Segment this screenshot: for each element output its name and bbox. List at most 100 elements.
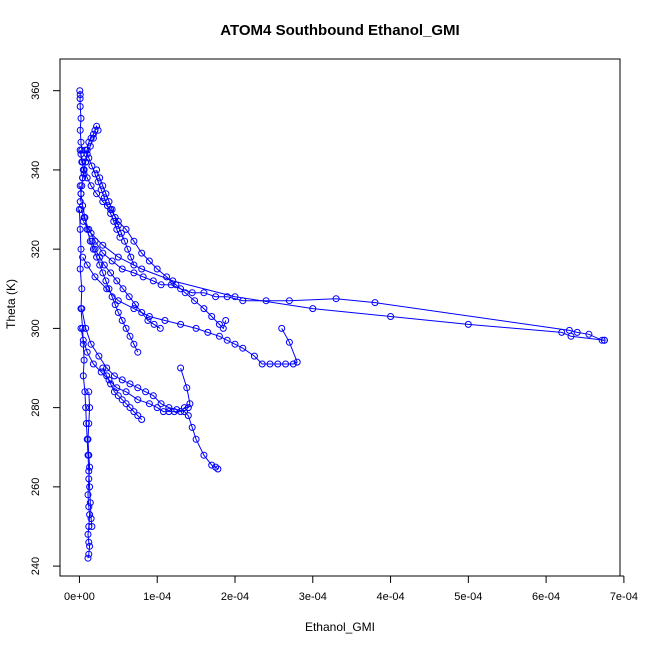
data-point [130,261,138,269]
data-point [88,237,96,245]
data-point [172,281,180,289]
data-point [125,293,133,301]
data-point [86,511,94,519]
data-point [85,538,93,546]
data-point [165,404,173,412]
series-line [79,90,99,202]
data-point [153,404,161,412]
data-point [108,257,116,265]
data-point [121,237,129,245]
data-point [156,324,164,332]
data-point [77,114,85,122]
data-point [95,352,103,360]
data-point [122,400,130,408]
data-point [180,404,188,412]
data-point [86,142,94,150]
data-point [309,305,317,313]
data-point [81,388,89,396]
data-point [107,269,115,277]
data-point [76,182,84,190]
data-point [332,295,340,303]
data-point [110,388,118,396]
data-point [79,372,87,380]
data-point [600,336,608,344]
data-point [87,340,95,348]
data-point [99,364,107,372]
data-point [126,404,134,412]
data-point [85,503,93,511]
y-tick-label: 320 [30,240,42,258]
data-point [84,530,92,538]
data-point [214,465,222,473]
series-8 [76,182,142,356]
data-point [183,384,191,392]
data-point [157,400,165,408]
series-line [80,209,605,341]
series-line [82,256,298,365]
data-point [91,273,99,281]
data-point [85,138,93,146]
data-point [188,289,196,297]
data-point [134,384,142,392]
data-point [77,305,85,313]
data-point [85,420,93,427]
x-tick-label: 5e-04 [454,591,482,603]
data-point [91,245,99,253]
data-point [157,281,165,289]
data-point [177,364,185,372]
x-tick-label: 4e-04 [376,591,404,603]
data-point [585,330,593,338]
data-point [86,463,94,471]
data-point [139,273,147,281]
data-point [127,253,135,261]
data-point [114,253,122,261]
data-point [83,150,91,158]
data-point [282,360,290,368]
data-point [77,138,85,146]
data-point [79,253,87,261]
data-point [130,269,138,277]
data-point [239,344,247,352]
data-point [93,190,101,198]
data-point [113,225,121,233]
data-point [184,412,192,420]
data-point [76,91,84,99]
y-tick-label: 340 [30,161,42,179]
data-point [100,261,108,269]
data-point [138,265,146,273]
data-point [149,392,157,400]
data-point [94,126,102,134]
data-point [110,372,118,380]
data-point [102,277,110,285]
data-point [100,194,108,202]
data-point [122,225,130,233]
data-point [126,380,134,388]
data-point [99,269,107,277]
data-point [89,360,97,368]
data-point [80,356,88,364]
data-point [87,134,95,142]
data-point [113,277,121,285]
series-line [81,308,219,470]
data-point [78,285,86,293]
data-point [215,320,223,328]
data-point [77,190,85,198]
series-5 [78,305,222,473]
data-point [89,134,97,142]
data-point [180,408,188,416]
data-point [573,328,581,336]
data-point [177,408,185,416]
data-point [153,265,161,273]
data-point [82,404,90,412]
data-point [144,317,152,324]
data-point [86,404,94,412]
data-point [79,340,87,348]
data-point [85,154,93,162]
data-point [165,408,173,416]
data-point [79,174,87,182]
data-point [84,491,92,499]
data-point [108,293,116,301]
series-4 [79,253,301,368]
data-point [122,388,130,396]
data-point [118,317,126,324]
